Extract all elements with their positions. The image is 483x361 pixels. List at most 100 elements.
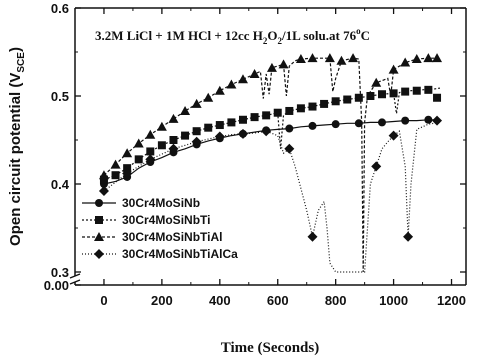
annotation-part: O: [267, 28, 277, 43]
data-point: [284, 143, 295, 154]
data-point: [261, 126, 272, 137]
data-point: [273, 108, 282, 117]
x-tick-label: 800: [325, 293, 347, 308]
data-point: [145, 154, 156, 165]
data-point: [181, 131, 190, 140]
x-tick-label: 400: [209, 293, 231, 308]
data-point: [266, 62, 277, 72]
data-point: [110, 159, 121, 169]
data-point: [331, 97, 340, 106]
data-point: [320, 99, 329, 108]
y-axis-label-close: ): [7, 47, 24, 52]
series-diamond: [98, 115, 443, 273]
data-point: [296, 104, 305, 113]
data-point: [423, 53, 434, 63]
data-point: [203, 92, 214, 102]
data-point: [156, 121, 167, 131]
annotation-part: C: [361, 28, 370, 43]
data-point: [424, 85, 433, 94]
annotation-part: o: [356, 26, 361, 36]
data-point: [157, 141, 166, 150]
data-point: [98, 186, 109, 197]
series-layer: [98, 53, 443, 273]
data-point: [262, 111, 271, 120]
data-point: [388, 64, 399, 74]
series-line: [103, 87, 440, 181]
y-axis-label: Open circuit potential (VSCE): [7, 47, 27, 246]
y-tick-label-zero: 0.00: [44, 278, 69, 293]
data-point: [191, 136, 202, 147]
legend-label: 30Cr4MoSiNbTi: [122, 213, 210, 227]
data-point: [133, 138, 144, 148]
annotation-part: 2: [263, 36, 268, 46]
data-point: [432, 115, 443, 126]
data-point: [191, 98, 202, 108]
data-point: [378, 90, 387, 99]
data-point: [169, 136, 178, 144]
axis-break-mark: [69, 273, 81, 279]
data-point: [123, 164, 132, 173]
data-point: [366, 92, 375, 100]
data-point: [432, 53, 443, 63]
legend-label: 30Cr4MoSiNbTiAl: [122, 230, 222, 244]
data-point: [249, 69, 260, 78]
data-point: [168, 143, 179, 154]
data-point: [226, 79, 237, 89]
x-tick-label: 1200: [437, 293, 466, 308]
solution-annotation: 3.2M LiCl + 1M HCl + 12cc H2O2/1L solu.a…: [95, 26, 370, 46]
data-point: [122, 168, 133, 179]
data-point: [122, 148, 133, 158]
data-point: [145, 129, 156, 139]
data-point: [204, 123, 213, 132]
data-point: [307, 231, 318, 242]
data-point: [378, 118, 387, 127]
data-point: [214, 85, 225, 95]
data-point: [308, 102, 317, 111]
data-point: [343, 95, 352, 104]
data-point: [401, 116, 410, 125]
data-point: [433, 93, 442, 102]
x-tick-label: 600: [267, 293, 289, 308]
data-point: [354, 119, 363, 128]
series-square: [99, 85, 442, 184]
data-point: [214, 131, 225, 142]
annotation-part: 2: [278, 36, 283, 46]
data-point: [308, 121, 317, 130]
data-point: [285, 124, 294, 133]
data-point: [111, 171, 120, 180]
data-point: [168, 113, 179, 123]
axes: 0.3 0.4 0.5 0.6 0.00 0 200 400 600 800 1000 1200: [44, 1, 466, 308]
series-line: [103, 121, 440, 273]
data-point: [354, 93, 363, 102]
data-point: [134, 155, 143, 164]
data-point: [307, 53, 318, 63]
data-point: [389, 89, 398, 98]
data-point: [146, 147, 155, 156]
series-line: [103, 119, 440, 185]
y-axis-label-sub: SCE: [16, 52, 27, 73]
data-point: [371, 77, 382, 87]
legend-label: 30Cr4MoSiNb: [122, 196, 200, 210]
annotation-part: /1L solu.at 76: [281, 28, 357, 43]
data-point: [285, 106, 294, 115]
data-point: [180, 105, 191, 115]
x-tick-label: 200: [151, 293, 173, 308]
x-axis-label: Time (Seconds): [221, 340, 319, 356]
y-axis-label-main: Open circuit potential (V: [7, 73, 24, 246]
data-point: [238, 115, 247, 124]
data-point: [192, 127, 201, 136]
data-point: [348, 53, 359, 63]
data-point: [336, 55, 347, 65]
x-tick-label: 0: [100, 293, 107, 308]
legend: 30Cr4MoSiNb 30Cr4MoSiNbTi 30Cr4MoSiNbTiAl 3…: [82, 196, 238, 261]
y-tick-label: 0.4: [51, 177, 70, 192]
data-point: [411, 54, 422, 64]
legend-marker: [94, 232, 104, 241]
data-point: [324, 53, 335, 63]
data-point: [278, 59, 289, 69]
data-point: [295, 54, 306, 64]
data-point: [98, 170, 109, 180]
data-point: [99, 175, 108, 184]
x-tick-label: 1000: [379, 293, 408, 308]
